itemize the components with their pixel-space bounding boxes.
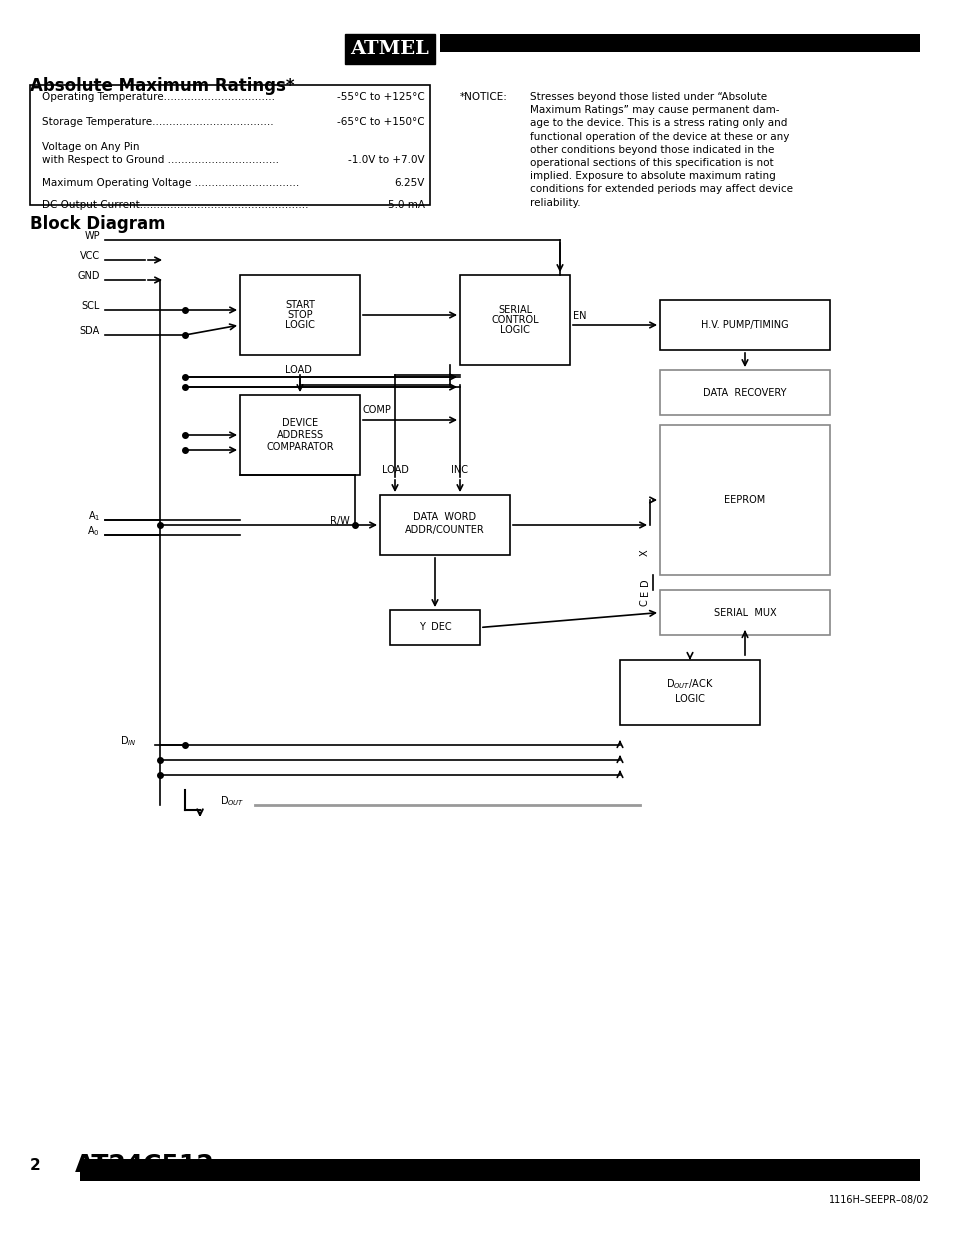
Bar	[659, 370, 829, 415]
Bar	[390, 610, 479, 645]
Bar	[30, 85, 430, 205]
Text: SERIAL: SERIAL	[497, 305, 532, 315]
Text: COMPARATOR: COMPARATOR	[266, 442, 334, 452]
Text: DEVICE: DEVICE	[282, 417, 317, 429]
Text: LOGIC: LOGIC	[499, 325, 529, 335]
Bar	[439, 35, 919, 52]
Text: Block Diagram: Block Diagram	[30, 215, 165, 233]
Text: GND: GND	[77, 270, 100, 282]
Text: SERIAL  MUX: SERIAL MUX	[713, 608, 776, 618]
Text: VCC: VCC	[80, 251, 100, 261]
Text: -55°C to +125°C: -55°C to +125°C	[337, 91, 424, 103]
Text: DATA  RECOVERY: DATA RECOVERY	[702, 388, 786, 398]
Text: LOGIC: LOGIC	[675, 694, 704, 704]
Text: Stresses beyond those listed under “Absolute
Maximum Ratings” may cause permanen: Stresses beyond those listed under “Abso…	[530, 91, 792, 207]
Text: AT24C512: AT24C512	[75, 1153, 214, 1177]
Bar	[659, 590, 829, 635]
Text: X: X	[639, 550, 649, 556]
Text: A$_1$: A$_1$	[88, 509, 100, 522]
Text: 1116H–SEEPR–08/02: 1116H–SEEPR–08/02	[828, 1195, 929, 1205]
Bar	[659, 300, 829, 350]
Text: ATMEL: ATMEL	[351, 40, 429, 58]
Text: EN: EN	[573, 311, 586, 321]
Text: Voltage on Any Pin: Voltage on Any Pin	[42, 142, 139, 152]
Text: -65°C to +150°C: -65°C to +150°C	[337, 117, 424, 127]
Bar	[659, 425, 829, 576]
Bar	[379, 495, 510, 555]
Text: WP: WP	[84, 231, 100, 241]
Text: H.V. PUMP/TIMING: H.V. PUMP/TIMING	[700, 320, 788, 330]
Text: EEPROM: EEPROM	[723, 495, 765, 505]
Text: CONTROL: CONTROL	[491, 315, 538, 325]
Text: D$_{OUT}$: D$_{OUT}$	[220, 794, 244, 808]
Text: A$_0$: A$_0$	[88, 524, 100, 538]
Text: ATMEL: ATMEL	[351, 40, 429, 58]
Text: D: D	[639, 579, 649, 587]
Bar	[459, 275, 569, 366]
Text: 5.0 mA: 5.0 mA	[388, 200, 424, 210]
Text: 2: 2	[30, 1157, 41, 1172]
Text: INC: INC	[451, 466, 468, 475]
Text: Y  DEC: Y DEC	[418, 622, 451, 632]
Text: R/W: R/W	[330, 516, 350, 526]
Bar	[619, 659, 760, 725]
Text: DATA  WORD: DATA WORD	[413, 513, 476, 522]
Text: DC Output Current..................................................: DC Output Current.......................…	[42, 200, 308, 210]
Text: Storage Temperature....................................: Storage Temperature.....................…	[42, 117, 274, 127]
Bar	[80, 1158, 919, 1181]
Text: C: C	[639, 599, 649, 606]
Text: SDA: SDA	[80, 326, 100, 336]
Text: -1.0V to +7.0V: -1.0V to +7.0V	[348, 156, 424, 165]
Text: *NOTICE:: *NOTICE:	[459, 91, 507, 103]
Text: STOP: STOP	[287, 310, 313, 320]
Text: LOAD: LOAD	[285, 366, 312, 375]
Text: ADDR/COUNTER: ADDR/COUNTER	[405, 525, 484, 535]
Text: SCL: SCL	[82, 301, 100, 311]
Text: Maximum Operating Voltage ...............................: Maximum Operating Voltage ..............…	[42, 178, 299, 188]
Bar	[240, 395, 359, 475]
Text: E: E	[639, 589, 649, 595]
Text: Operating Temperature.................................: Operating Temperature...................…	[42, 91, 274, 103]
Text: D$_{OUT}$/ACK: D$_{OUT}$/ACK	[665, 678, 713, 692]
Text: D$_{IN}$: D$_{IN}$	[120, 734, 136, 748]
Text: COMP: COMP	[363, 405, 392, 415]
Text: ADDRESS: ADDRESS	[276, 430, 323, 440]
Text: START: START	[285, 300, 314, 310]
Bar	[240, 275, 359, 354]
Text: Absolute Maximum Ratings*: Absolute Maximum Ratings*	[30, 77, 294, 95]
Text: 6.25V: 6.25V	[395, 178, 424, 188]
Text: LOGIC: LOGIC	[285, 320, 314, 330]
Text: with Respect to Ground .................................: with Respect to Ground .................…	[42, 156, 278, 165]
Text: LOAD: LOAD	[381, 466, 408, 475]
